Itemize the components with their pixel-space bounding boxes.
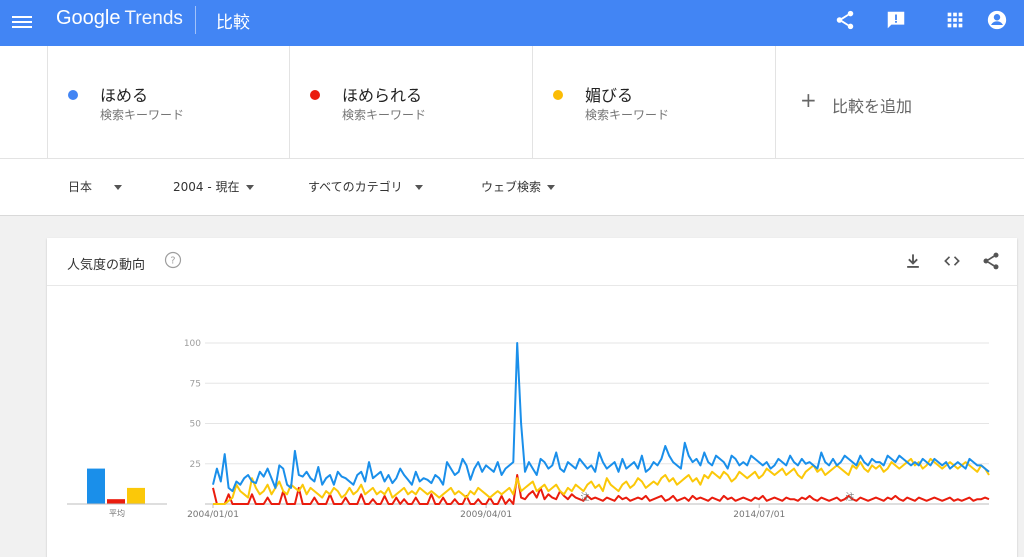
trend-chart: 100 75 50 25 2004/01/01 2009/04/01 2014/07/01 注…: [67, 339, 990, 520]
term-name: 媚びる: [585, 86, 634, 105]
series-line-0[interactable]: [212, 342, 990, 493]
category-filter[interactable]: すべてのカテゴリ: [308, 178, 423, 195]
search-type-filter-value: ウェブ検索: [481, 180, 542, 194]
search-type-filter[interactable]: ウェブ検索: [481, 178, 556, 195]
caret-down-icon: [547, 185, 556, 190]
embed-icon[interactable]: [942, 251, 962, 271]
apps-icon[interactable]: [944, 9, 966, 31]
term-kind: 検索キーワード: [342, 108, 427, 122]
average-bar[interactable]: [87, 468, 105, 504]
add-comparison-label: 比較を追加: [832, 97, 913, 116]
caret-down-icon: [245, 185, 254, 190]
compare-band: ほめる 検索キーワード ほめられる 検索キーワード 媚びる 検索キーワード + …: [0, 46, 1024, 216]
card-title: 人気度の動向: [67, 258, 146, 273]
logo[interactable]: Google Trends: [56, 7, 183, 30]
term-kind: 検索キーワード: [585, 108, 670, 122]
plus-icon: +: [800, 88, 817, 112]
feedback-icon[interactable]: [885, 9, 907, 31]
help-icon[interactable]: ?: [164, 251, 182, 269]
download-icon[interactable]: [903, 251, 923, 271]
share-icon[interactable]: [834, 9, 856, 31]
app-header: Google Trends 比較: [0, 0, 1024, 46]
term-name: ほめられる: [342, 86, 423, 105]
term-kind: 検索キーワード: [100, 108, 185, 122]
y-tick-label: 100: [184, 339, 201, 349]
category-filter-value: すべてのカテゴリ: [308, 180, 403, 194]
y-tick-label: 50: [190, 420, 202, 430]
header-divider: [195, 6, 196, 34]
menu-icon[interactable]: [12, 13, 32, 33]
add-comparison-button[interactable]: + 比較を追加: [776, 46, 1024, 158]
card-divider: [47, 285, 1017, 286]
interest-over-time-card: 人気度の動向 ? 100 75 50 25 2004/01/01 2009/04/01 20…: [47, 238, 1017, 557]
caret-down-icon: [414, 185, 423, 190]
logo-trends: Trends: [124, 8, 183, 29]
page-title: 比較: [216, 13, 250, 33]
x-tick-label: 2014/07/01: [733, 510, 785, 520]
term-color-dot: [310, 90, 320, 100]
account-icon[interactable]: [986, 9, 1008, 31]
series-line-1[interactable]: [212, 474, 990, 505]
band-divider: [0, 158, 1024, 159]
region-filter[interactable]: 日本: [68, 178, 123, 195]
share-icon[interactable]: [981, 251, 1001, 271]
y-tick-label: 25: [190, 460, 201, 470]
x-tick-label: 2009/04/01: [460, 510, 512, 520]
logo-google: Google: [56, 7, 121, 29]
annotation-marker[interactable]: 注: [845, 491, 854, 503]
x-tick-label: 2004/01/01: [187, 510, 239, 520]
average-bar[interactable]: [127, 487, 145, 504]
period-filter-value: 2004 - 現在: [173, 180, 240, 194]
region-filter-value: 日本: [68, 180, 93, 194]
caret-down-icon: [114, 185, 123, 190]
term-card-2[interactable]: ほめられる 検索キーワード: [290, 46, 533, 158]
term-color-dot: [68, 90, 78, 100]
term-color-dot: [553, 90, 563, 100]
period-filter[interactable]: 2004 - 現在: [173, 178, 254, 195]
y-tick-label: 75: [190, 379, 201, 389]
average-bar[interactable]: [107, 499, 125, 504]
average-label: 平均: [109, 508, 125, 518]
term-card-1[interactable]: ほめる 検索キーワード: [47, 46, 290, 158]
term-name: ほめる: [100, 86, 149, 105]
term-card-3[interactable]: 媚びる 検索キーワード: [533, 46, 776, 158]
svg-text:?: ?: [170, 255, 175, 266]
annotation-marker[interactable]: 注: [580, 491, 589, 503]
series-line-2[interactable]: [213, 457, 990, 505]
